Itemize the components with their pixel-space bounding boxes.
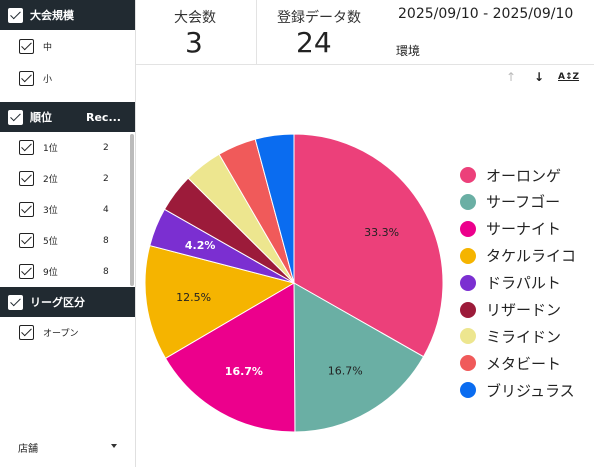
rank-filter-scrollbar[interactable] bbox=[130, 134, 134, 286]
legend-label: タケルライコ bbox=[486, 247, 577, 266]
header-divider bbox=[136, 64, 594, 65]
legend-swatch-icon bbox=[460, 382, 476, 399]
legend-label: ブリジュラス bbox=[486, 381, 575, 400]
rank-filter-count-header: Rec... bbox=[86, 110, 121, 124]
checkbox-checked-icon[interactable] bbox=[19, 202, 34, 217]
legend-item-1[interactable]: サーフゴー bbox=[460, 189, 560, 215]
pie-slice-label-4: 4.2% bbox=[185, 239, 216, 252]
rank-filter-item[interactable]: 3位 4 bbox=[0, 194, 136, 225]
rank-filter-item-label: 9位 bbox=[43, 268, 58, 278]
rank-filter-title: 順位 bbox=[30, 111, 52, 124]
size-filter-item[interactable]: 小 bbox=[0, 62, 136, 94]
legend-item-8[interactable]: ブリジュラス bbox=[460, 377, 575, 403]
legend-swatch-icon bbox=[460, 355, 476, 372]
legend-label: メタビート bbox=[486, 354, 562, 373]
league-filter-header[interactable]: リーグ区分 bbox=[0, 287, 136, 317]
size-filter-select-all-checkbox[interactable] bbox=[8, 7, 23, 23]
filter-sidebar: 大会規模 中 小 順位 Rec... 1位 2 2位 2 3位 4 5位 8 9位 8 リ… bbox=[0, 0, 136, 467]
sort-az-icon[interactable]: A↕Z bbox=[558, 72, 580, 82]
rank-filter-item-label: 1位 bbox=[43, 144, 58, 154]
legend-label: リザードン bbox=[486, 301, 562, 319]
checkbox-checked-icon[interactable] bbox=[19, 324, 34, 340]
league-filter-select-all-checkbox[interactable] bbox=[8, 294, 23, 310]
sidebar-divider bbox=[135, 0, 136, 467]
legend-swatch-icon bbox=[460, 167, 476, 183]
rank-filter-item-count: 8 bbox=[103, 235, 109, 246]
legend-item-7[interactable]: メタビート bbox=[460, 350, 561, 376]
league-filter-title: リーグ区分 bbox=[30, 296, 85, 309]
legend-swatch-icon bbox=[460, 274, 476, 291]
tournament-count-value: 3 bbox=[185, 26, 203, 59]
pie-slice-8[interactable] bbox=[254, 133, 295, 284]
checkbox-checked-icon[interactable] bbox=[19, 171, 34, 186]
arrow-down-icon[interactable]: ↓ bbox=[534, 70, 545, 84]
legend-swatch-icon bbox=[460, 301, 476, 318]
checkbox-checked-icon[interactable] bbox=[19, 140, 34, 155]
checkbox-checked-icon[interactable] bbox=[19, 264, 34, 279]
record-count-value: 24 bbox=[296, 26, 332, 59]
pie-slice-label-0: 33.3% bbox=[364, 226, 399, 239]
legend-label: オーロンゲ bbox=[486, 166, 562, 185]
legend-swatch-icon bbox=[460, 247, 476, 264]
rank-filter-item-count: 4 bbox=[103, 204, 109, 215]
legend-label: ミライドン bbox=[486, 327, 562, 346]
rank-filter-item-count: 2 bbox=[103, 173, 109, 184]
legend-item-3[interactable]: タケルライコ bbox=[460, 243, 576, 269]
rank-filter-item-label: 2位 bbox=[43, 175, 58, 185]
arrow-up-icon[interactable]: ↑ bbox=[506, 70, 517, 84]
rank-filter-item[interactable]: 1位 2 bbox=[0, 132, 136, 163]
tournament-count-label: 大会数 bbox=[174, 10, 216, 26]
league-filter-item-label: オープン bbox=[43, 328, 79, 339]
checkbox-checked-icon[interactable] bbox=[19, 70, 34, 86]
league-filter-item[interactable]: オープン bbox=[0, 317, 136, 347]
legend-label: サーフゴー bbox=[486, 193, 561, 212]
size-filter-item-label: 中 bbox=[43, 42, 53, 53]
rank-filter-item-label: 5位 bbox=[43, 237, 58, 247]
size-filter-title: 大会規模 bbox=[30, 9, 74, 22]
legend-item-0[interactable]: オーロンゲ bbox=[460, 162, 561, 188]
legend-item-5[interactable]: リザードン bbox=[460, 297, 561, 323]
legend-item-6[interactable]: ミライドン bbox=[460, 323, 561, 349]
rank-filter-select-all-checkbox[interactable] bbox=[8, 109, 23, 125]
checkbox-checked-icon[interactable] bbox=[19, 233, 34, 248]
rank-filter-header[interactable]: 順位 Rec... bbox=[0, 102, 136, 132]
checkbox-checked-icon[interactable] bbox=[19, 38, 34, 54]
record-count-label: 登録データ数 bbox=[277, 10, 361, 26]
size-filter-item[interactable]: 中 bbox=[0, 30, 136, 62]
pie-slice-0[interactable] bbox=[293, 133, 444, 358]
legend-label: ドラパルト bbox=[486, 274, 561, 293]
rank-filter-item[interactable]: 2位 2 bbox=[0, 163, 136, 194]
legend-item-2[interactable]: サーナイト bbox=[460, 216, 561, 242]
size-filter-item-label: 小 bbox=[43, 74, 53, 85]
size-filter-header[interactable]: 大会規模 bbox=[0, 0, 136, 30]
environment-title: 環境 bbox=[396, 44, 421, 58]
pie-slice-2[interactable] bbox=[164, 282, 296, 433]
legend-swatch-icon bbox=[460, 193, 476, 210]
pie-slice-1[interactable] bbox=[293, 282, 425, 433]
rank-filter-item-count: 2 bbox=[103, 142, 109, 153]
rank-filter-item-count: 8 bbox=[103, 266, 109, 277]
rank-filter-item[interactable]: 5位 8 bbox=[0, 225, 136, 256]
pie-slice-label-3: 12.5% bbox=[176, 291, 211, 304]
pie-slice-label-2: 16.7% bbox=[225, 365, 263, 378]
legend-swatch-icon bbox=[460, 220, 476, 237]
chevron-down-icon[interactable] bbox=[111, 444, 117, 448]
date-range-picker[interactable]: 2025/09/10 - 2025/09/10 bbox=[398, 6, 574, 22]
rank-filter-item-label: 3位 bbox=[43, 206, 58, 216]
kpi-divider bbox=[256, 0, 257, 64]
legend-item-4[interactable]: ドラパルト bbox=[460, 270, 561, 296]
rank-filter-item[interactable]: 9位 8 bbox=[0, 256, 136, 287]
legend-swatch-icon bbox=[460, 328, 476, 345]
pie-slice-label-1: 16.7% bbox=[328, 364, 363, 377]
legend-label: サーナイト bbox=[486, 220, 562, 239]
store-dropdown-label[interactable]: 店舗 bbox=[18, 444, 38, 455]
